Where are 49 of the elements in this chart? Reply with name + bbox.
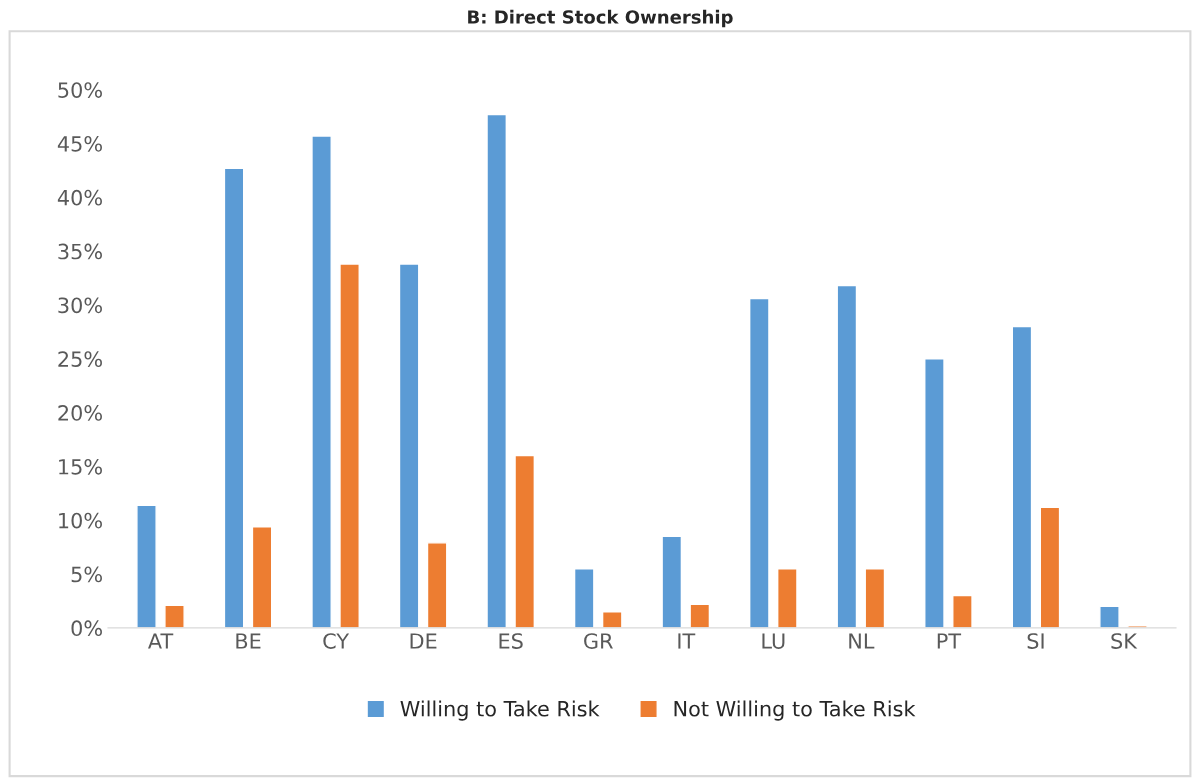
y-tick-label: 45%	[57, 135, 102, 152]
bar	[398, 263, 420, 628]
chart-title: B: Direct Stock Ownership	[468, 9, 733, 28]
x-tick-label: IT	[678, 633, 696, 649]
y-tick-label: 10%	[59, 512, 102, 529]
y-tick-label: 40%	[57, 189, 102, 206]
x-tick-label: AT	[148, 633, 174, 649]
x-tick-label: SI	[1027, 633, 1044, 649]
legend-label: Not Willing to Take Risk	[674, 700, 916, 721]
x-tick-label: CY	[323, 633, 350, 649]
y-tick-label: 25%	[58, 351, 102, 368]
bar	[426, 542, 448, 628]
bar	[776, 568, 798, 628]
bar	[311, 135, 332, 628]
bar	[952, 594, 973, 628]
bar	[136, 504, 157, 628]
bar	[164, 604, 185, 628]
x-tick-label: SK	[1111, 633, 1138, 649]
bar	[661, 535, 683, 628]
bar	[836, 284, 858, 628]
bar	[1099, 605, 1120, 628]
bar	[748, 297, 770, 628]
y-tick-label: 35%	[58, 243, 102, 260]
legend-label: Willing to Take Risk	[400, 700, 600, 721]
bar	[514, 454, 536, 628]
x-tick-label: PT	[937, 633, 962, 649]
bar	[573, 568, 595, 628]
x-tick-label: ES	[499, 633, 523, 649]
x-tick-label: NL	[849, 633, 875, 649]
y-tick-label: 15%	[59, 458, 102, 475]
bar	[601, 611, 623, 628]
bar	[924, 358, 945, 628]
y-tick-label: 30%	[58, 297, 102, 314]
bar	[1011, 325, 1033, 628]
x-tick-label: DE	[410, 633, 437, 649]
x-tick-label: GR	[584, 633, 613, 649]
y-tick-label: 0%	[71, 620, 102, 637]
bar	[864, 568, 886, 628]
bar	[251, 526, 273, 628]
bar	[223, 167, 245, 628]
y-tick-label: 50%	[58, 82, 102, 98]
x-tick-label: BE	[236, 633, 261, 649]
bar	[1039, 506, 1061, 628]
bar	[486, 113, 508, 628]
bar	[689, 603, 711, 628]
x-tick-label: LU	[762, 633, 785, 649]
bar	[339, 263, 360, 628]
y-tick-label: 20%	[58, 405, 102, 421]
y-tick-label: 5%	[71, 566, 102, 583]
